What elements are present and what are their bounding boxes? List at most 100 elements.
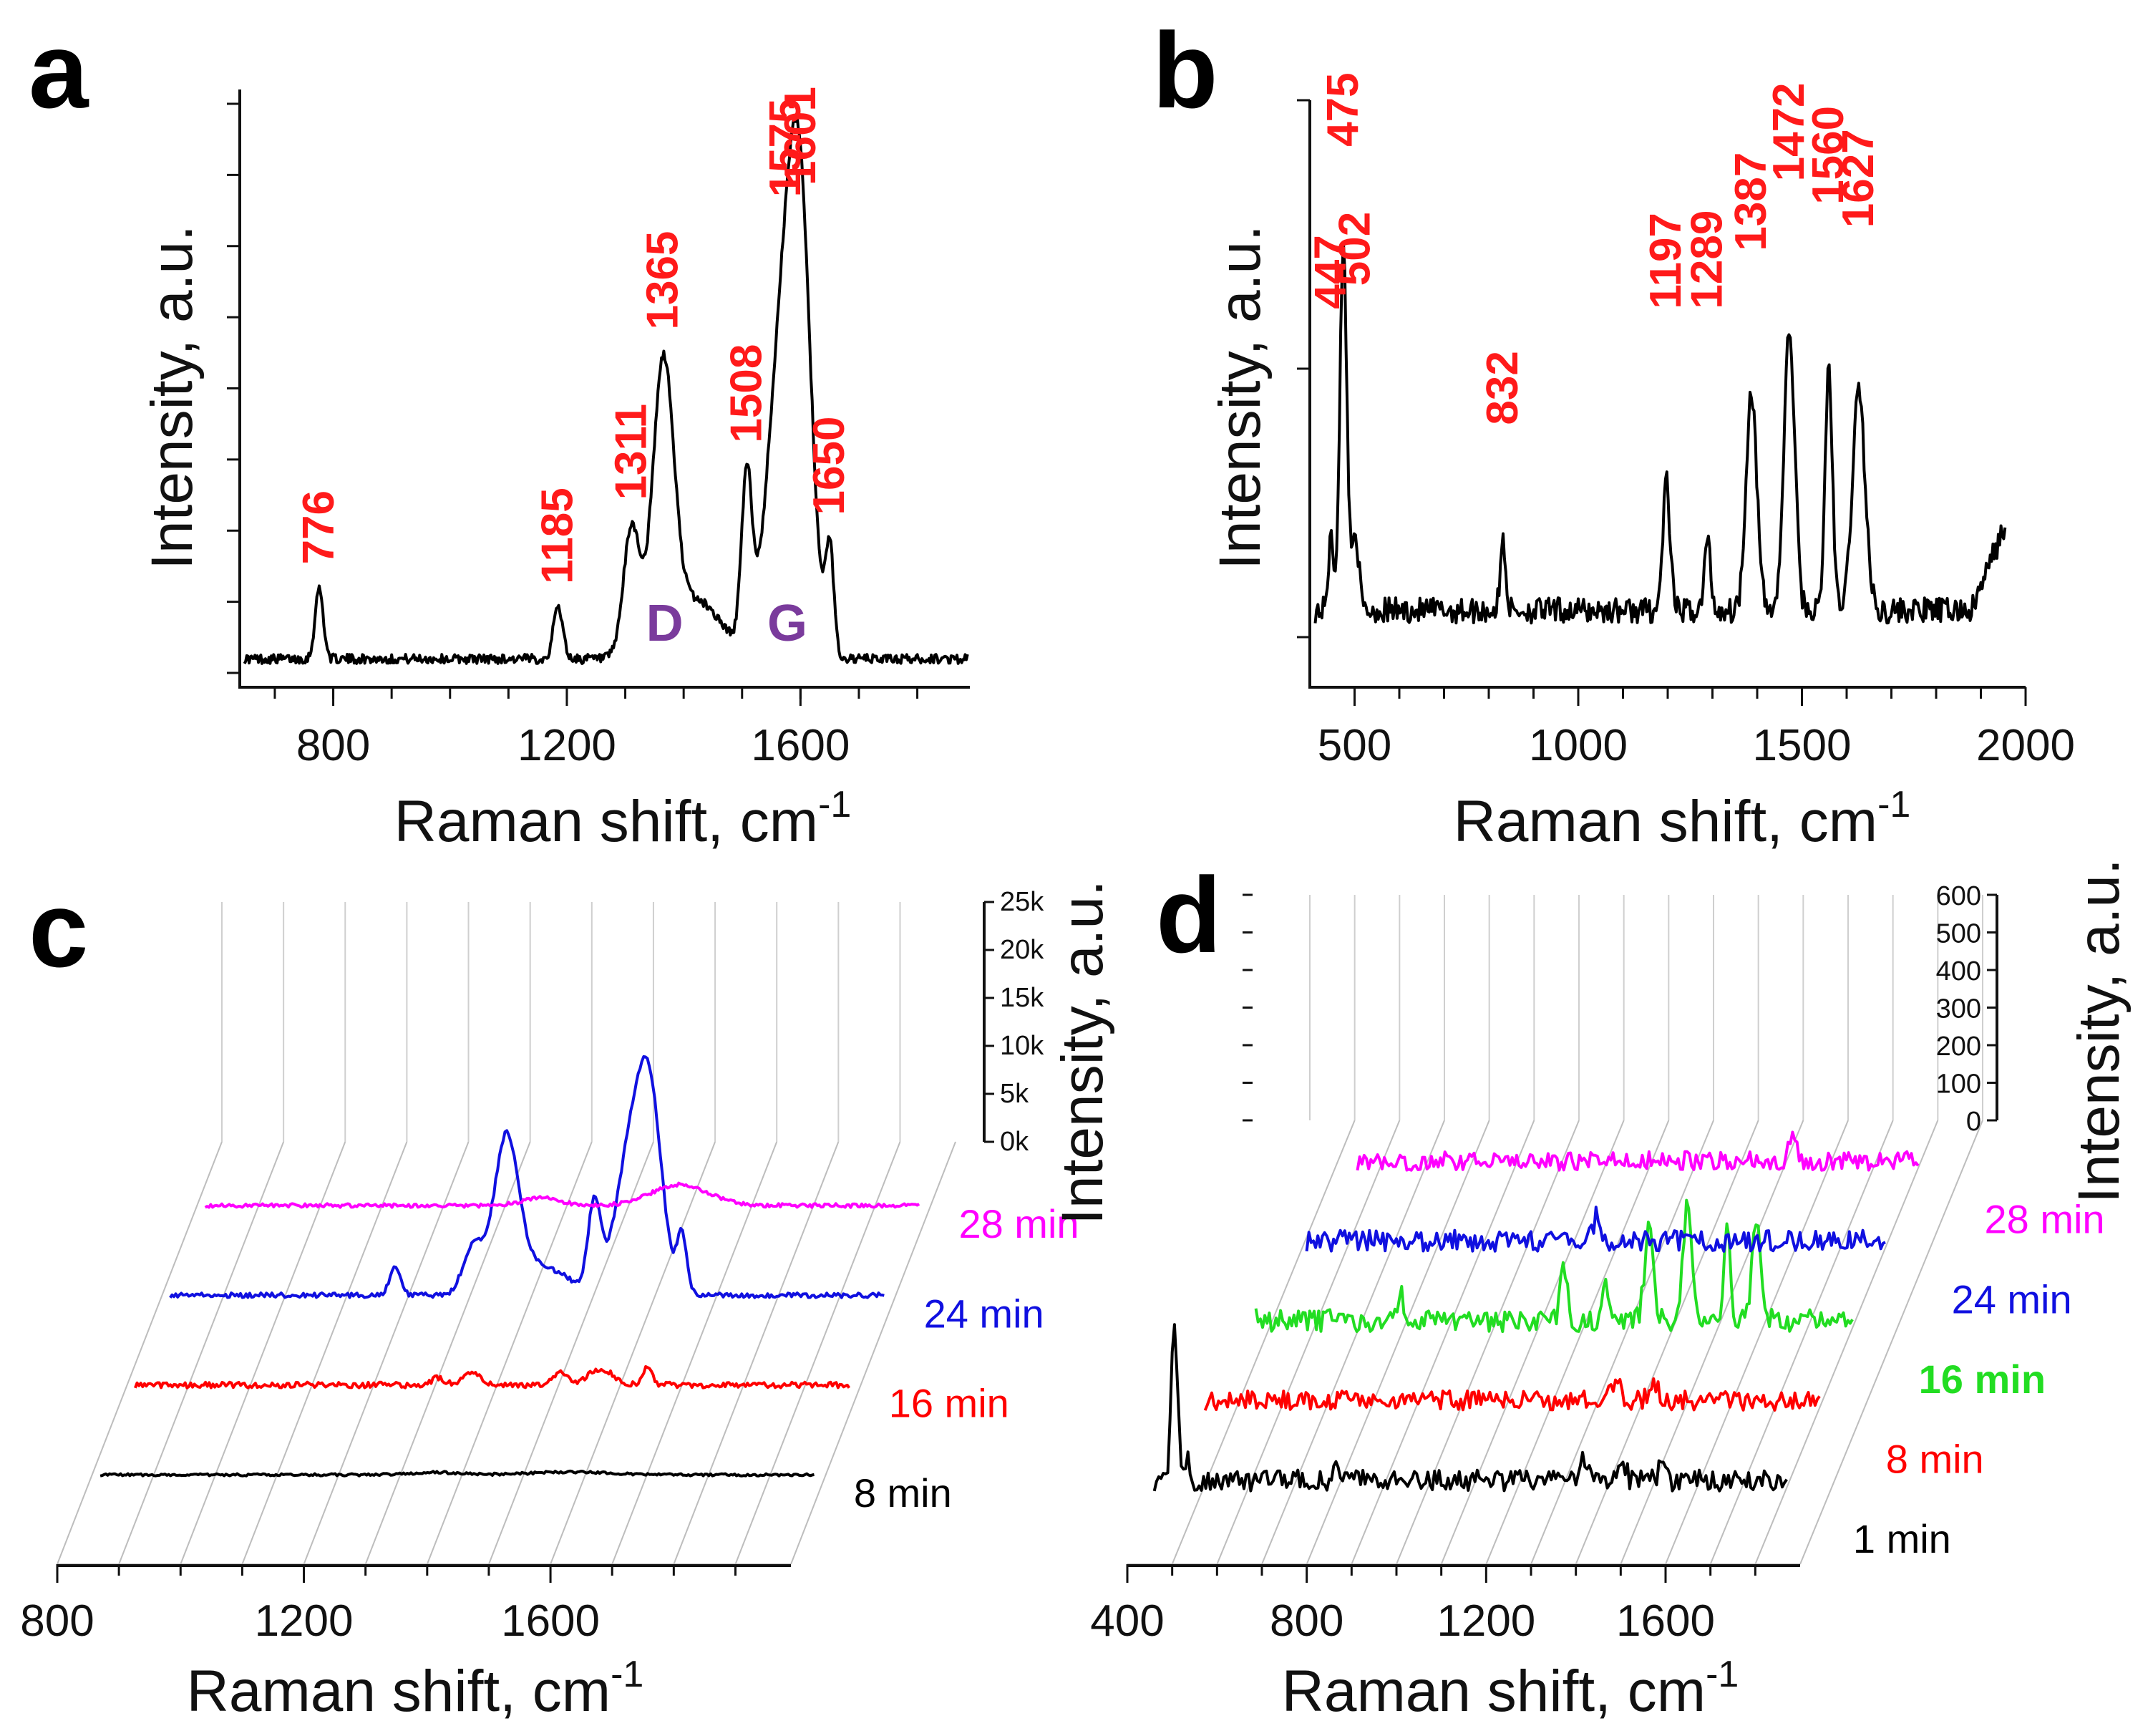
panel-c-z-tick-label: 20k: [1000, 935, 1044, 965]
panel-d-z-tick-label: 500: [1936, 919, 1981, 949]
panel-c-xlabel-main: Raman shift, cm: [187, 1659, 611, 1724]
panel-d-floor-grid: [1440, 1120, 1625, 1565]
panel-d-series-label: 16 min: [1919, 1357, 2046, 1402]
panel-d-floor-grid: [1306, 1120, 1490, 1565]
panel-d-floor-grid: [1575, 1120, 1759, 1565]
panel-c-floor-grid: [180, 1141, 346, 1565]
panel-a-peak-label: 1185: [533, 488, 583, 584]
panel-c-grid: 0k 5k 10k 15k 20k 25k 800 1200 1600: [20, 887, 1044, 1646]
panel-a-band-label: D: [646, 595, 684, 652]
panel-d-floor-grid: [1261, 1120, 1445, 1565]
panel-c-series-line: [169, 1054, 885, 1299]
panel-d-x-tick-label: 1600: [1616, 1596, 1715, 1646]
panel-d-grid: 0 100 200 300 400 500 600 400 800 1200 1600: [1090, 881, 1998, 1646]
panel-b-x-tick-label: 1500: [1753, 721, 1852, 770]
panel-b-x-tick-label: 500: [1318, 721, 1391, 770]
panel-d-series-label: 24 min: [1952, 1276, 2072, 1322]
panel-b-xlabel-sup: -1: [1877, 784, 1910, 825]
panel-c-x-tick-label: 1200: [255, 1596, 354, 1646]
panel-b-x-tick-label: 1000: [1529, 721, 1628, 770]
panel-c-floor-grid: [488, 1141, 654, 1565]
panel-a-peak-label: 1650: [805, 417, 854, 515]
panel-c-floor-grid: [241, 1141, 408, 1565]
panel-d-z-tick-label: 400: [1936, 956, 1981, 986]
panel-c-series-label: 8 min: [854, 1470, 952, 1516]
panel-b-ylabel: Intensity, a.u.: [1207, 225, 1273, 570]
panel-d-z-tick-label: 300: [1936, 994, 1981, 1024]
panel-a-xlabel: Raman shift, cm-1: [394, 784, 852, 854]
panel-d-floor-grid: [1485, 1120, 1670, 1565]
panel-d-floor-grid: [1620, 1120, 1804, 1565]
panel-c-chart: 0k 5k 10k 15k 20k 25k 800 1200 1600 8 min 16 min 2…: [20, 887, 1079, 1724]
panel-d-floor-grid: [1396, 1120, 1580, 1565]
panel-b-peak-label: 1289: [1683, 210, 1732, 309]
panel-a-ticks: 800 1200 1600: [227, 89, 970, 770]
panel-c-floor-grid: [364, 1141, 531, 1565]
panel-a-ylabel: Intensity, a.u.: [140, 225, 205, 570]
panel-b-peak-label: 1387: [1726, 152, 1776, 251]
panel-b-chart: 500 1000 1500 2000 447 475 502 832 119712891387…: [1207, 72, 2075, 854]
panel-a-peak-label: 1365: [638, 231, 688, 330]
panel-c-x-tick-label: 800: [20, 1596, 94, 1646]
panel-a-xlabel-main: Raman shift, cm: [394, 789, 818, 854]
panel-d-x-tick-label: 400: [1090, 1596, 1164, 1646]
panel-a-x-tick-label: 1600: [751, 721, 850, 770]
panel-c-series-line: [99, 1469, 815, 1478]
panel-d-floor-grid: [1709, 1120, 1894, 1565]
panel-d-z-tick-label: 200: [1936, 1032, 1981, 1062]
panel-c-series-label: 16 min: [889, 1381, 1009, 1426]
panel-d-z-tick-label: 600: [1936, 881, 1981, 911]
panel-b-peak-label: 1197: [1641, 213, 1691, 309]
panel-a-x-tick-label: 800: [296, 721, 370, 770]
panel-d-xlabel: Raman shift, cm-1: [1282, 1654, 1739, 1724]
panel-b-peak-label: 447: [1306, 235, 1355, 309]
panel-d-chart: 0 100 200 300 400 500 600 400 800 1200 1600 1 min 8…: [1050, 858, 2132, 1724]
panel-a-peak-label: 1508: [721, 344, 771, 443]
panel-b-xlabel: Raman shift, cm-1: [1454, 784, 1911, 854]
panel-d-floor-grid: [1530, 1120, 1714, 1565]
panel-c-series-label: 24 min: [924, 1291, 1044, 1336]
panel-letter-d: d: [1156, 855, 1222, 975]
panel-c-floor-right: [790, 1141, 956, 1565]
panel-d-floor-grid: [1665, 1120, 1849, 1565]
panel-c-xlabel: Raman shift, cm-1: [187, 1654, 644, 1724]
panel-b-peak-label: 1472: [1764, 82, 1814, 181]
panel-d-x-tick-label: 1200: [1437, 1596, 1535, 1646]
panel-d-z-tick-label: 0: [1966, 1107, 1981, 1137]
panel-d-ylabel-left: Intensity, a.u.: [1050, 880, 1115, 1225]
panel-a-peak-label: 1575: [761, 98, 810, 197]
panel-c-z-tick-label: 15k: [1000, 983, 1044, 1013]
panel-a-spectrum-line: [243, 113, 969, 665]
panel-c-floor-left: [57, 1141, 223, 1565]
panel-c-floor-grid: [550, 1141, 716, 1565]
panel-a-xlabel-sup: -1: [818, 784, 851, 825]
panel-letter-a: a: [29, 10, 89, 130]
panel-a-peak-label: 1311: [607, 404, 656, 500]
panel-d-floor-grid: [1171, 1120, 1356, 1565]
panel-c-floor-grid: [673, 1141, 840, 1565]
panel-d-floor-grid: [1351, 1120, 1535, 1565]
panel-letter-c: c: [29, 869, 88, 989]
panel-c-series: [99, 1054, 920, 1478]
panel-d-series-label: 28 min: [1984, 1197, 2104, 1242]
panel-a-band-label: G: [767, 595, 807, 652]
panel-c-floor-grid: [426, 1141, 593, 1565]
panel-d-series-line: [1203, 1377, 1821, 1412]
panel-d-series: [1152, 1130, 1920, 1493]
panel-c-z-tick-label: 0k: [1000, 1127, 1029, 1157]
panel-c-floor-grid: [303, 1141, 470, 1565]
panel-c-x-tick-label: 1600: [501, 1596, 600, 1646]
panel-d-series-line: [1305, 1206, 1886, 1253]
panel-c-series-label: 28 min: [958, 1201, 1079, 1246]
panel-d-floor-right: [1799, 1120, 1983, 1565]
panel-d-ylabel-right: Intensity, a.u.: [2066, 858, 2132, 1203]
panel-c-series-line: [204, 1181, 920, 1209]
panel-a-peak-label: 1601: [776, 87, 825, 185]
panel-c-z-tick-label: 5k: [1000, 1079, 1029, 1109]
panel-letter-b: b: [1152, 10, 1218, 130]
panel-c-series-labels: 8 min 16 min 24 min 28 min: [854, 1201, 1079, 1516]
